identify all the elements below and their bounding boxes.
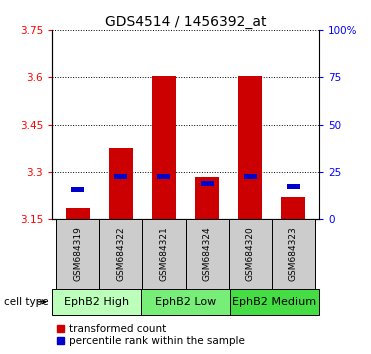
Legend: transformed count, percentile rank within the sample: transformed count, percentile rank withi…	[57, 324, 244, 347]
Text: cell type: cell type	[4, 297, 48, 307]
Bar	[71, 187, 84, 192]
Bar	[56, 219, 99, 289]
Bar	[66, 209, 90, 219]
Bar	[109, 148, 133, 219]
Bar	[287, 184, 300, 189]
Text: EphB2 Low: EphB2 Low	[155, 297, 216, 307]
Bar	[52, 289, 141, 315]
Title: GDS4514 / 1456392_at: GDS4514 / 1456392_at	[105, 15, 266, 29]
Text: EphB2 High: EphB2 High	[64, 297, 129, 307]
Bar	[281, 198, 305, 219]
Bar	[272, 219, 315, 289]
Text: GSM684323: GSM684323	[289, 227, 298, 281]
Text: EphB2 Medium: EphB2 Medium	[233, 297, 316, 307]
Text: GSM684321: GSM684321	[160, 227, 168, 281]
Bar	[99, 219, 142, 289]
Bar	[238, 76, 262, 219]
Bar	[244, 174, 257, 179]
Text: GSM684319: GSM684319	[73, 227, 82, 281]
Bar	[142, 219, 186, 289]
Bar	[141, 289, 230, 315]
Text: GSM684324: GSM684324	[203, 227, 211, 281]
Bar	[157, 174, 171, 179]
Bar	[229, 219, 272, 289]
Text: GSM684322: GSM684322	[116, 227, 125, 281]
Text: GSM684320: GSM684320	[246, 227, 255, 281]
Bar	[230, 289, 319, 315]
Bar	[195, 177, 219, 219]
Bar	[152, 76, 176, 219]
Bar	[201, 181, 214, 186]
Bar	[186, 219, 229, 289]
Bar	[114, 174, 127, 179]
